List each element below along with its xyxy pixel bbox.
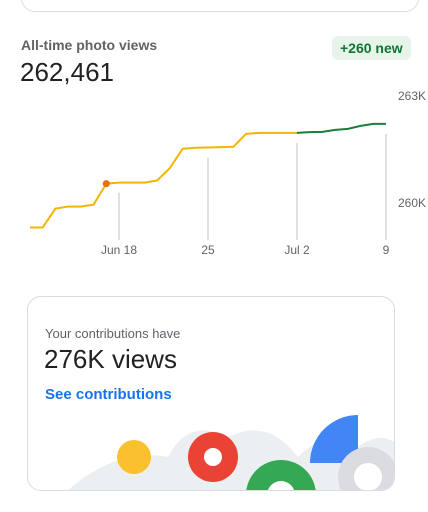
contributions-label: Your contributions have [45, 326, 181, 341]
x-tick-label: Jun 18 [101, 243, 137, 257]
title: All-time photo views [21, 37, 158, 53]
x-tick-label: 25 [201, 243, 215, 257]
x-tick-label: Jul 2 [284, 243, 310, 257]
chart: 260K 263K Jun 18 25 Jul 2 9 [30, 89, 426, 257]
see-contributions-link[interactable]: See contributions [45, 386, 172, 403]
decoration [68, 415, 394, 490]
line [30, 131, 297, 229]
total-views: 262,461 [20, 57, 114, 87]
y-tick-label: 260K [398, 196, 426, 210]
contributions-views: 276K views [44, 344, 177, 374]
y-tick-label: 263K [398, 89, 426, 103]
line [296, 122, 386, 134]
highlight-point [102, 180, 110, 188]
new-badge: +260 new [332, 36, 411, 60]
x-tick-label: 9 [383, 243, 390, 257]
previous-card [21, 0, 419, 12]
contributions-card[interactable]: Your contributions have 276K views See c… [27, 296, 395, 491]
